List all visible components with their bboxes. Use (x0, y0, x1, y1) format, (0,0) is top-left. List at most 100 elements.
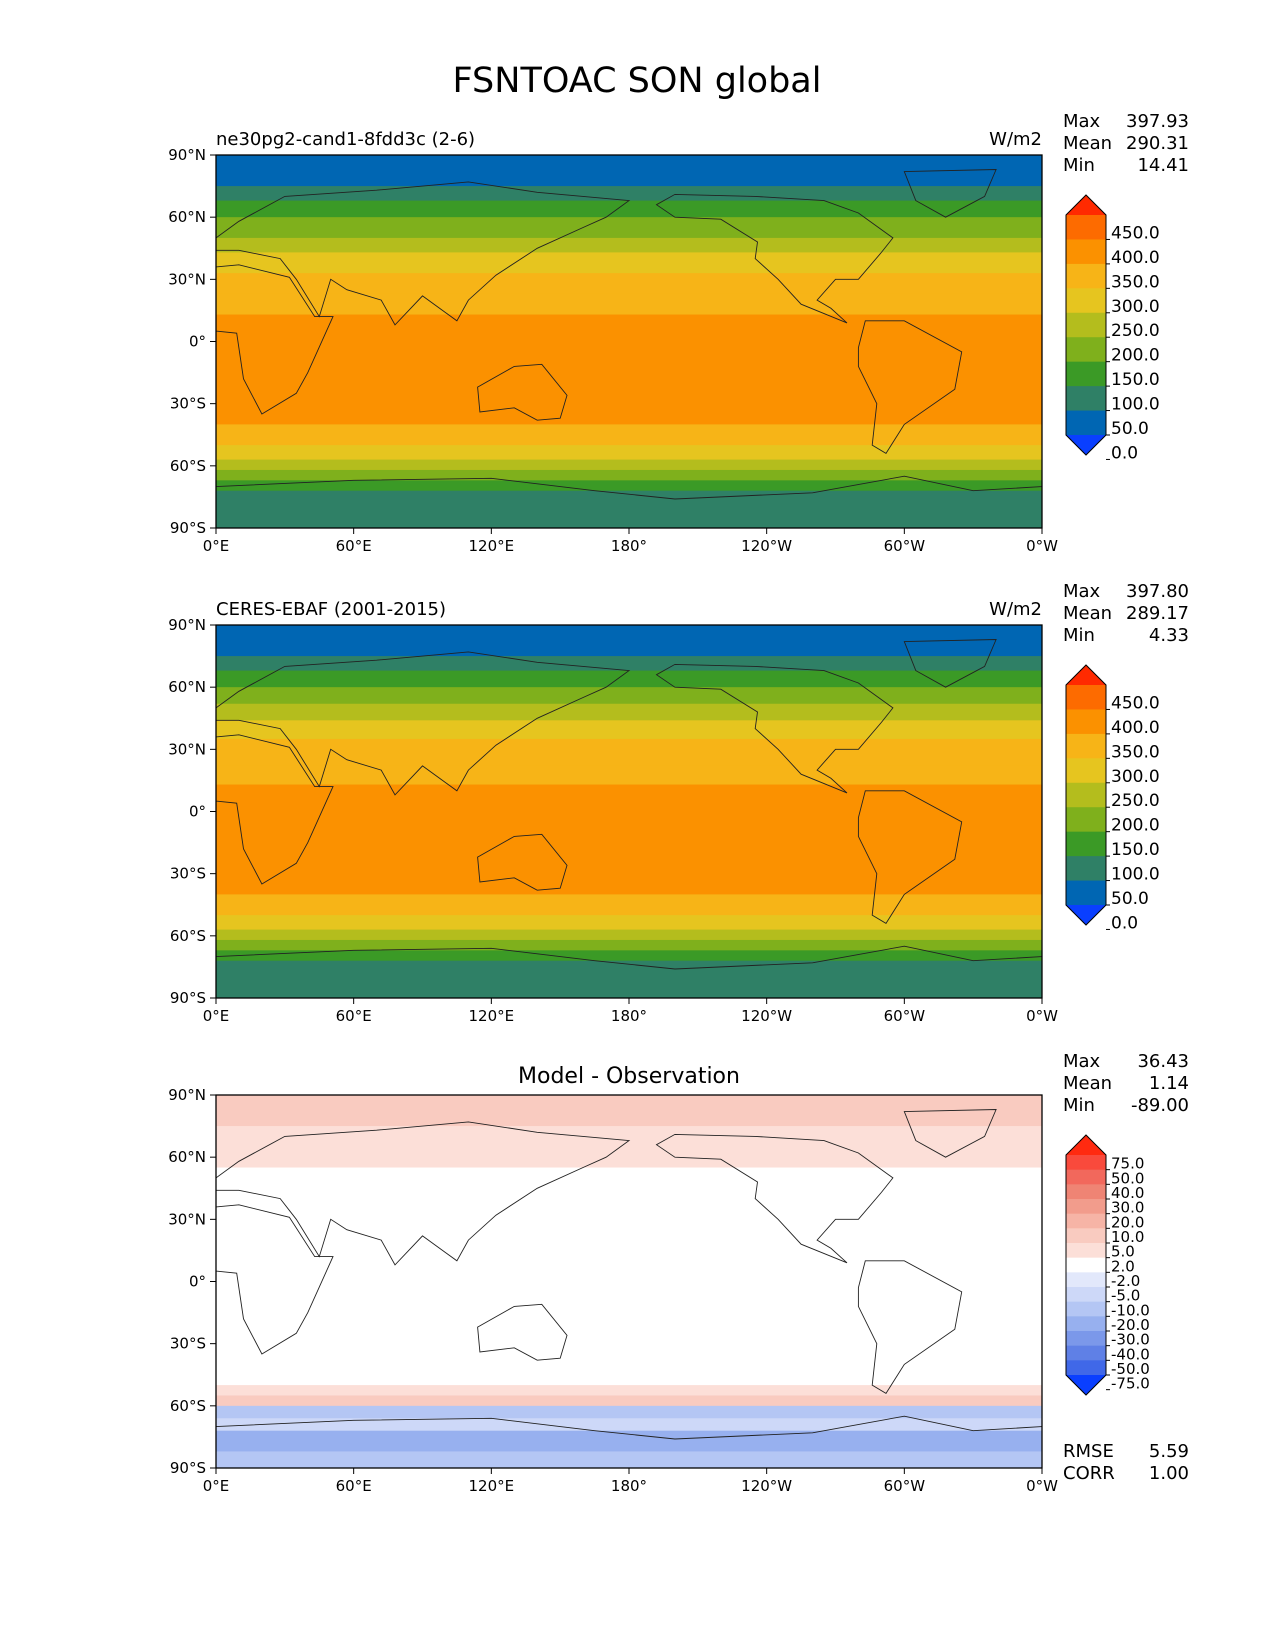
lat-band (216, 490, 1042, 528)
continent-australia (477, 363, 568, 421)
colorbar-label: 150.0 (1111, 370, 1160, 390)
x-tick-label: 60°W (884, 1007, 926, 1025)
colorbar-label: 40.0 (1111, 1184, 1144, 1202)
colorbar-label: -5.0 (1111, 1287, 1140, 1305)
stat-value: 289.17 (1126, 603, 1189, 624)
colorbar-label: 150.0 (1111, 840, 1160, 860)
y-tick-label: 90°S (170, 519, 206, 537)
stat-value: 1.14 (1149, 1073, 1189, 1094)
x-tick-label: 0°W (1026, 1477, 1058, 1495)
lat-band (216, 784, 1042, 895)
lat-band (216, 424, 1042, 446)
panel-units: W/m2 (989, 599, 1042, 620)
colorbar-label: 50.0 (1111, 889, 1149, 909)
colorbar-label: -20.0 (1111, 1316, 1150, 1334)
colorbar-label: 30.0 (1111, 1199, 1144, 1217)
y-tick-label: 90°N (168, 616, 206, 634)
colorbar-segment (1066, 215, 1106, 241)
colorbar-label: 5.0 (1111, 1243, 1135, 1261)
y-tick-label: 30°S (170, 865, 206, 883)
colorbar-segment (1066, 239, 1106, 265)
colorbar-segment (1066, 361, 1106, 387)
colorbar-label: 50.0 (1111, 1169, 1144, 1187)
colorbar-segment (1066, 263, 1106, 289)
colorbar-label: 50.0 (1111, 419, 1149, 439)
continent-antarctica (216, 475, 1042, 500)
colorbar-extend-bottom (1066, 905, 1106, 925)
x-tick-label: 0°E (203, 1007, 230, 1025)
colorbar-segment (1066, 1184, 1106, 1200)
lat-band (216, 960, 1042, 998)
colorbar-label: 0.0 (1111, 913, 1138, 933)
colorbar-segment (1066, 1316, 1106, 1332)
colorbar-label: 450.0 (1111, 693, 1160, 713)
lat-band (216, 273, 1042, 295)
lat-band (216, 929, 1042, 941)
colorbar-label: 75.0 (1111, 1155, 1144, 1173)
colorbar-segment (1066, 1199, 1106, 1215)
y-tick-label: 0° (189, 803, 206, 821)
colorbar-segment (1066, 1345, 1106, 1361)
lat-band (216, 950, 1042, 962)
colorbar-label: 20.0 (1111, 1213, 1144, 1231)
coastlines (216, 1109, 1042, 1440)
x-tick-label: 0°E (203, 1477, 230, 1495)
colorbar-extend-top (1066, 1135, 1106, 1155)
y-tick-label: 0° (189, 333, 206, 351)
lat-band (216, 1126, 1042, 1169)
colorbar-label: -2.0 (1111, 1272, 1140, 1290)
colorbar-segment (1066, 733, 1106, 759)
colorbar-label: 100.0 (1111, 865, 1160, 885)
continent-north-america (655, 663, 894, 794)
lat-band (216, 314, 1042, 425)
y-tick-label: 60°N (168, 678, 206, 696)
y-tick-label: 30°S (170, 395, 206, 413)
colorbar-label: -30.0 (1111, 1331, 1150, 1349)
panel-units: W/m2 (989, 129, 1042, 150)
colorbar-segment (1066, 782, 1106, 808)
lat-band (216, 445, 1042, 461)
lat-band (216, 656, 1042, 672)
lat-band (216, 1385, 1042, 1396)
colorbar-extend-bottom (1066, 435, 1106, 455)
colorbar-label: 250.0 (1111, 321, 1160, 341)
lat-band (216, 1095, 1042, 1127)
panel-title: CERES-EBAF (2001-2015) (216, 599, 446, 620)
continent-south-america (857, 1260, 963, 1395)
x-tick-label: 120°W (741, 537, 792, 555)
stat-value: 397.93 (1126, 111, 1189, 132)
continent-australia (477, 833, 568, 891)
colorbar-extend-top (1066, 665, 1106, 685)
map-field (216, 155, 1042, 528)
colorbar-segment (1066, 1257, 1106, 1273)
lat-band (216, 155, 1042, 187)
colorbar-segment (1066, 1331, 1106, 1347)
stat-value: 290.31 (1126, 133, 1189, 154)
lat-band (216, 915, 1042, 931)
figure-title: FSNTOAC SON global (453, 61, 822, 101)
stat-label: Max (1063, 1051, 1101, 1072)
colorbar: 450.0 400.0 350.0 300.0 250.0 200.0 150.0 100.0… (1065, 194, 1160, 463)
colorbar-segment (1066, 880, 1106, 906)
colorbar-segment (1066, 807, 1106, 833)
x-tick-label: 120°E (469, 1477, 515, 1495)
continent-eurasia (216, 651, 631, 796)
x-tick-label: 0°W (1026, 537, 1058, 555)
lat-band (216, 687, 1042, 705)
x-tick-label: 60°W (884, 1477, 926, 1495)
colorbar-segment (1066, 1213, 1106, 1229)
continent-eurasia (216, 1121, 631, 1266)
y-tick-label: 30°N (168, 740, 206, 758)
lat-band (216, 200, 1042, 218)
colorbar-segment (1066, 1228, 1106, 1244)
y-tick-label: 90°S (170, 1459, 206, 1477)
lat-band (216, 1451, 1042, 1468)
continent-africa (216, 1204, 334, 1355)
colorbar-segment (1066, 1169, 1106, 1185)
y-tick-label: 60°S (170, 927, 206, 945)
x-tick-label: 0°W (1026, 1007, 1058, 1025)
stat-value: 1.00 (1149, 1463, 1189, 1484)
colorbar-label: -10.0 (1111, 1301, 1150, 1319)
colorbar-segment (1066, 831, 1106, 857)
stat-label: Min (1063, 155, 1095, 176)
